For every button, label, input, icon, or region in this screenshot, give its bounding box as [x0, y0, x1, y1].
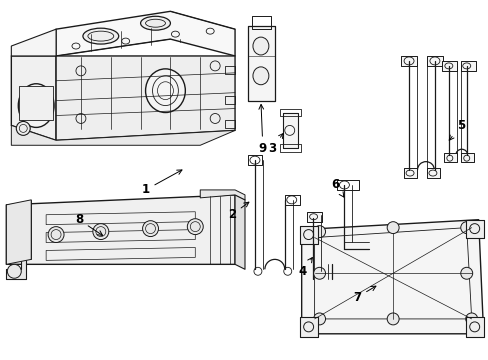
Polygon shape [403, 168, 416, 178]
Ellipse shape [386, 222, 398, 234]
Text: 6: 6 [331, 179, 343, 197]
Ellipse shape [252, 67, 268, 85]
Ellipse shape [210, 61, 220, 71]
Ellipse shape [76, 66, 86, 76]
Text: 3: 3 [267, 134, 283, 155]
Polygon shape [465, 317, 483, 337]
Polygon shape [306, 212, 321, 222]
Polygon shape [200, 190, 244, 200]
Text: 2: 2 [227, 202, 248, 221]
Polygon shape [11, 29, 56, 56]
Ellipse shape [460, 222, 472, 234]
Polygon shape [400, 56, 416, 66]
Polygon shape [56, 11, 235, 56]
Polygon shape [235, 195, 244, 269]
Ellipse shape [141, 16, 170, 30]
Polygon shape [247, 26, 274, 100]
Ellipse shape [48, 227, 64, 243]
Polygon shape [299, 226, 317, 243]
Polygon shape [11, 56, 56, 140]
Polygon shape [56, 56, 235, 140]
Ellipse shape [313, 267, 325, 279]
Text: 1: 1 [141, 170, 182, 197]
Polygon shape [301, 220, 483, 334]
Polygon shape [11, 125, 235, 145]
Ellipse shape [145, 69, 185, 113]
Ellipse shape [142, 221, 158, 237]
Ellipse shape [187, 219, 203, 235]
Text: 8: 8 [75, 213, 102, 235]
Text: 9: 9 [258, 104, 266, 155]
Polygon shape [19, 86, 53, 121]
Ellipse shape [210, 113, 220, 123]
Polygon shape [6, 200, 31, 264]
Polygon shape [426, 168, 439, 178]
Ellipse shape [313, 313, 325, 325]
Ellipse shape [386, 313, 398, 325]
Ellipse shape [460, 267, 472, 279]
Ellipse shape [465, 313, 477, 325]
Ellipse shape [18, 84, 54, 127]
Polygon shape [6, 195, 235, 264]
Polygon shape [282, 113, 297, 148]
Ellipse shape [76, 113, 86, 123]
Text: 7: 7 [352, 286, 375, 303]
Polygon shape [6, 255, 26, 279]
Polygon shape [325, 277, 337, 287]
Polygon shape [443, 153, 456, 162]
Ellipse shape [252, 37, 268, 55]
Polygon shape [460, 61, 475, 71]
Ellipse shape [16, 121, 30, 135]
Ellipse shape [7, 264, 21, 278]
Polygon shape [460, 153, 473, 162]
Text: 4: 4 [298, 257, 312, 278]
Polygon shape [441, 61, 456, 71]
Polygon shape [307, 277, 321, 287]
Polygon shape [465, 220, 483, 238]
Text: 5: 5 [448, 119, 464, 140]
Polygon shape [299, 317, 317, 337]
Ellipse shape [83, 28, 119, 44]
Ellipse shape [313, 226, 325, 238]
Ellipse shape [93, 224, 108, 239]
Polygon shape [426, 56, 442, 66]
